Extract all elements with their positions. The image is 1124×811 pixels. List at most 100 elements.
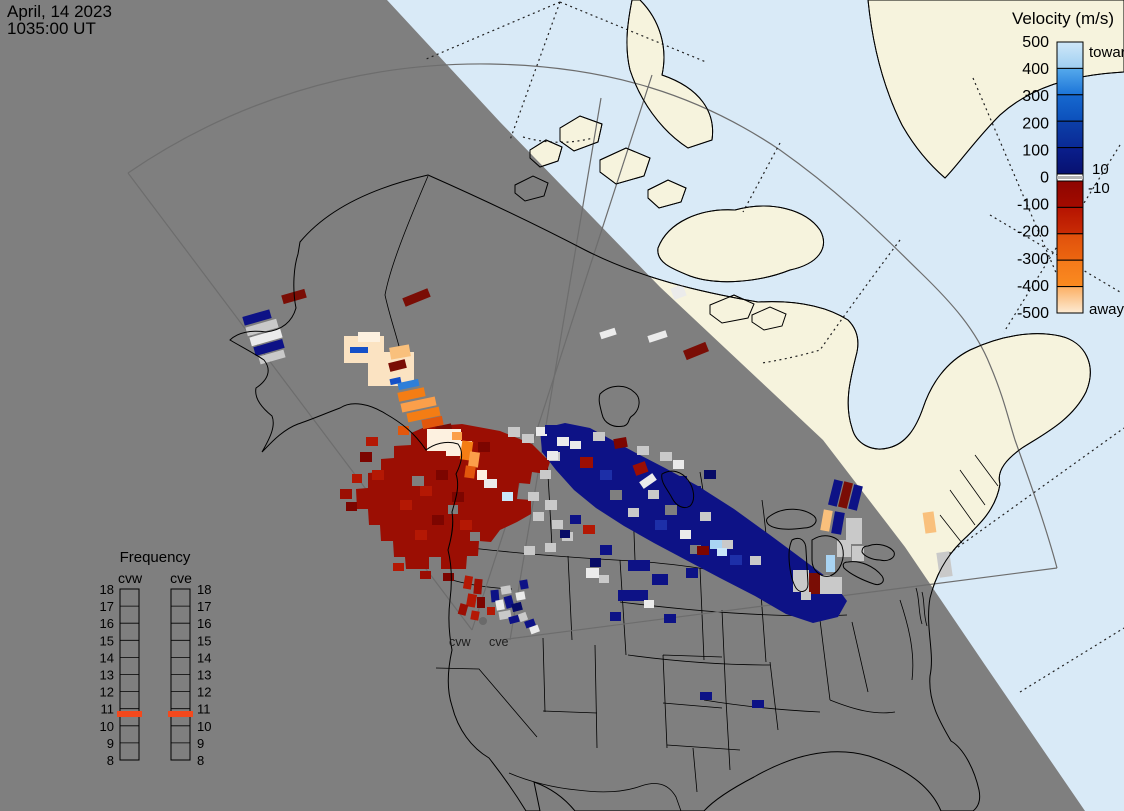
- radar-cell: [688, 486, 701, 496]
- frequency-legend: 18 18 17 17 16 16 15 15 14 14 13 13 12 12 11 11 10 10 9 9 8 8: [100, 582, 212, 768]
- radar-cell: [540, 470, 551, 479]
- radar-cell: [397, 387, 426, 402]
- radar-cell: [443, 573, 454, 581]
- frequency-tick-label: 18: [197, 582, 211, 597]
- radar-cell: [647, 330, 668, 343]
- radar-cell: [586, 568, 599, 578]
- radar-cell: [477, 597, 485, 608]
- radar-cell: [580, 457, 593, 468]
- frequency-tick-label: 18: [100, 582, 114, 597]
- radar-cell: [722, 540, 733, 549]
- radar-cell: [393, 563, 404, 571]
- radar-cell: [820, 575, 831, 594]
- velocity-tick-label: 300: [1022, 88, 1049, 105]
- radar-cell: [599, 575, 609, 583]
- radar-cell: [750, 556, 761, 565]
- colorbar-segment: [1056, 286, 1084, 314]
- radar-cell: [846, 518, 862, 544]
- radar-cell: [922, 511, 937, 534]
- radar-cell: [536, 427, 547, 436]
- radar-cell: [533, 512, 544, 521]
- radar-cell: [697, 546, 709, 555]
- radar-cell: [618, 590, 648, 601]
- velocity-colorbar: 500 400 300 200 100 0 -100 -200 -300 -400 -500: [1017, 34, 1084, 322]
- frequency-tick-label: 16: [197, 616, 211, 631]
- frequency-tick-label: 16: [100, 616, 114, 631]
- radar-cell: [340, 489, 352, 499]
- radar-cell: [470, 610, 480, 621]
- velocity-tick-label: -500: [1017, 305, 1049, 322]
- radar-cell: [848, 484, 863, 511]
- frequency-column-cvw: cvw: [118, 570, 143, 586]
- radar-cell: [468, 451, 480, 468]
- velocity-legend-title: Velocity (m/s): [1012, 9, 1114, 28]
- radar-cell: [398, 426, 409, 435]
- radar-cell: [837, 481, 854, 509]
- velocity-tick-label: 500: [1022, 34, 1049, 51]
- frequency-tick-label: 14: [100, 650, 114, 665]
- radar-cell: [600, 545, 612, 555]
- radar-cell: [445, 538, 457, 548]
- radar-cell: [831, 511, 845, 535]
- velocity-tick-label: -200: [1017, 224, 1049, 241]
- radar-cell: [610, 612, 621, 621]
- radar-cell: [389, 376, 402, 386]
- radar-cell: [801, 592, 811, 600]
- radar-cell: [350, 347, 368, 353]
- site-label-cve: cve: [489, 635, 509, 649]
- radar-cell: [831, 577, 842, 594]
- radar-cell: [660, 452, 672, 461]
- radar-cell: [717, 548, 727, 556]
- colorbar-neutral-gray: [1057, 176, 1083, 179]
- frequency-tick-label: 8: [107, 753, 114, 768]
- radar-cell: [752, 700, 764, 708]
- radar-cell: [547, 451, 558, 460]
- radar-cell: [258, 349, 286, 365]
- velocity-tick-label: -400: [1017, 278, 1049, 295]
- velocity-tick-label: 200: [1022, 115, 1049, 132]
- radar-cell: [352, 474, 362, 483]
- frequency-tick-label: 10: [197, 719, 211, 734]
- frequency-tick-label: 13: [197, 668, 211, 683]
- colorbar-segment: [1056, 206, 1084, 235]
- colorbar-segment: [1056, 120, 1084, 149]
- radar-cell: [632, 461, 649, 476]
- frequency-tick-label: 14: [197, 650, 211, 665]
- radar-cell: [508, 427, 520, 437]
- colorbar-segment: [1056, 180, 1084, 208]
- radar-cell: [683, 341, 709, 361]
- radar-cell: [511, 601, 523, 613]
- frequency-marker: [117, 711, 142, 717]
- colorbar-segment: [1056, 147, 1084, 175]
- colorbar-segment: [1056, 41, 1084, 69]
- radar-cell: [452, 492, 464, 502]
- radar-cell: [420, 571, 431, 579]
- radar-cell: [826, 555, 835, 572]
- radar-scatter-cells: [242, 284, 953, 708]
- radar-cell: [519, 579, 529, 590]
- frequency-tick-label: 9: [197, 736, 204, 751]
- radar-cell: [412, 476, 424, 486]
- lake-outlines: [598, 385, 895, 592]
- radar-cell: [570, 515, 581, 524]
- radar-cell: [436, 470, 448, 480]
- frequency-tick-label: 12: [100, 685, 114, 700]
- radar-cell: [397, 378, 420, 391]
- radar-cell: [470, 532, 480, 541]
- radar-cell: [249, 328, 283, 347]
- frequency-tick-label: 9: [107, 736, 114, 751]
- radar-cell: [420, 486, 432, 496]
- radar-cell: [366, 437, 378, 446]
- radar-cell: [690, 545, 701, 554]
- radar-cell: [710, 540, 722, 549]
- radar-cell: [487, 607, 495, 615]
- colorbar-segment: [1056, 233, 1084, 261]
- radar-cell: [673, 460, 684, 469]
- radar-cell: [700, 512, 711, 521]
- radar-cell: [245, 318, 279, 337]
- radar-cell: [826, 602, 840, 614]
- radar-cell: [664, 614, 676, 623]
- toward-scatter-blue: [540, 423, 847, 623]
- radar-cell: [502, 492, 513, 501]
- radar-cell: [388, 359, 407, 372]
